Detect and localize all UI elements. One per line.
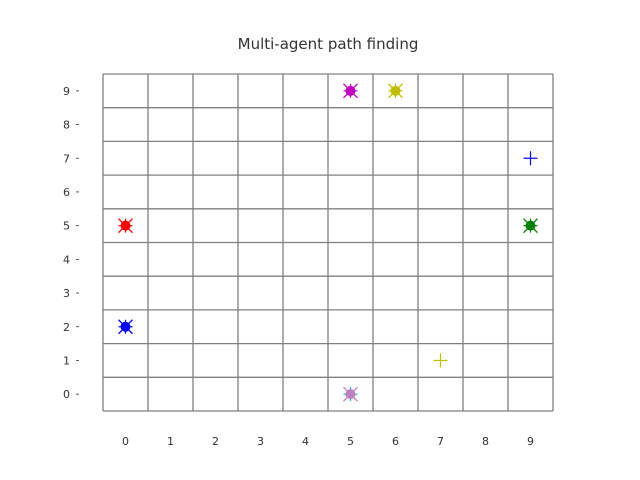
- agent-positions: [118, 83, 538, 402]
- y-tick-label: 7: [63, 152, 70, 165]
- y-axis-ticks: 0 1 2 3 4 5 6 7 8 9: [63, 85, 79, 401]
- grid: [102, 73, 554, 412]
- goal-marker: [523, 151, 538, 166]
- agent-marker: [118, 218, 133, 234]
- x-tick-label: 8: [482, 435, 489, 448]
- y-tick-label: 2: [63, 321, 70, 334]
- chart-title: Multi-agent path finding: [238, 35, 419, 53]
- x-tick-label: 2: [212, 435, 219, 448]
- y-tick-label: 6: [63, 186, 70, 199]
- x-tick-label: 3: [257, 435, 264, 448]
- y-tick-label: 3: [63, 287, 70, 300]
- agent-marker: [523, 218, 538, 234]
- y-tick-label: 4: [63, 253, 70, 266]
- agent-marker: [343, 386, 358, 402]
- x-tick-label: 0: [122, 435, 129, 448]
- agent-marker: [118, 319, 133, 335]
- x-tick-label: 5: [347, 435, 354, 448]
- x-tick-label: 4: [302, 435, 309, 448]
- x-tick-label: 6: [392, 435, 399, 448]
- y-tick-label: 0: [63, 388, 70, 401]
- x-tick-label: 7: [437, 435, 444, 448]
- agent-marker: [343, 83, 358, 99]
- agent-marker: [388, 83, 403, 99]
- goal-marker: [433, 353, 448, 368]
- y-tick-label: 9: [63, 85, 70, 98]
- x-tick-label: 1: [167, 435, 174, 448]
- y-tick-label: 8: [63, 119, 70, 132]
- y-tick-label: 1: [63, 354, 70, 367]
- x-tick-label: 9: [527, 435, 534, 448]
- x-axis-ticks: 0 1 2 3 4 5 6 7 8 9: [122, 435, 534, 448]
- y-tick-label: 5: [63, 220, 70, 233]
